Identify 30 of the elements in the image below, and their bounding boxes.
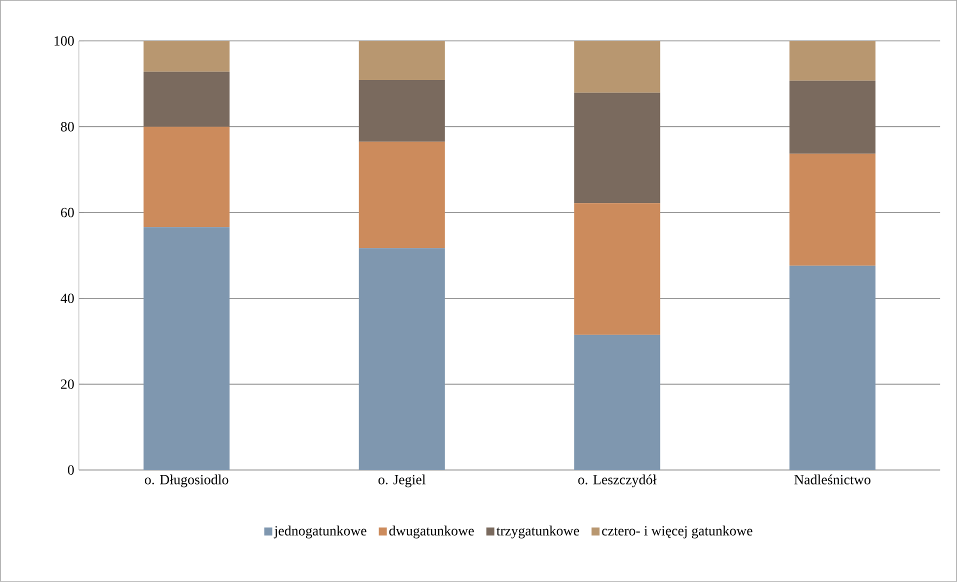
bar [358, 142, 445, 248]
x-tick-label: o. Jegiel [378, 474, 426, 488]
bar [358, 248, 445, 470]
bar [574, 40, 660, 93]
bar [358, 40, 445, 80]
bar [574, 92, 660, 204]
bar [144, 227, 230, 470]
bar [574, 334, 660, 470]
bar [358, 80, 445, 142]
bar [789, 80, 876, 154]
bar [574, 203, 660, 335]
y-tick-label: 40 [60, 294, 74, 304]
x-tick-label: o. Leszczydół [578, 474, 657, 488]
legend-label: trzygatunkowe [496, 526, 580, 538]
bar [144, 72, 230, 127]
legend-label: jednogatunkowe [274, 526, 366, 538]
legend-label: dwugatunkowe [389, 526, 474, 538]
y-tick-label: 100 [54, 36, 74, 46]
x-tick-label: o. Długosiodlo [144, 474, 228, 488]
bar [789, 40, 876, 81]
bar [789, 154, 876, 266]
legend-label: cztero- i więcej gatunkowe [602, 526, 752, 538]
bar [144, 126, 230, 228]
bar [144, 40, 230, 72]
y-tick-label: 20 [61, 379, 74, 389]
y-tick-label: 60 [61, 208, 74, 218]
x-tick-label: Nadleśnictwo [794, 474, 870, 484]
y-tick-label: 80 [60, 122, 74, 132]
bar [789, 266, 876, 470]
y-tick-label: 0 [68, 465, 74, 475]
